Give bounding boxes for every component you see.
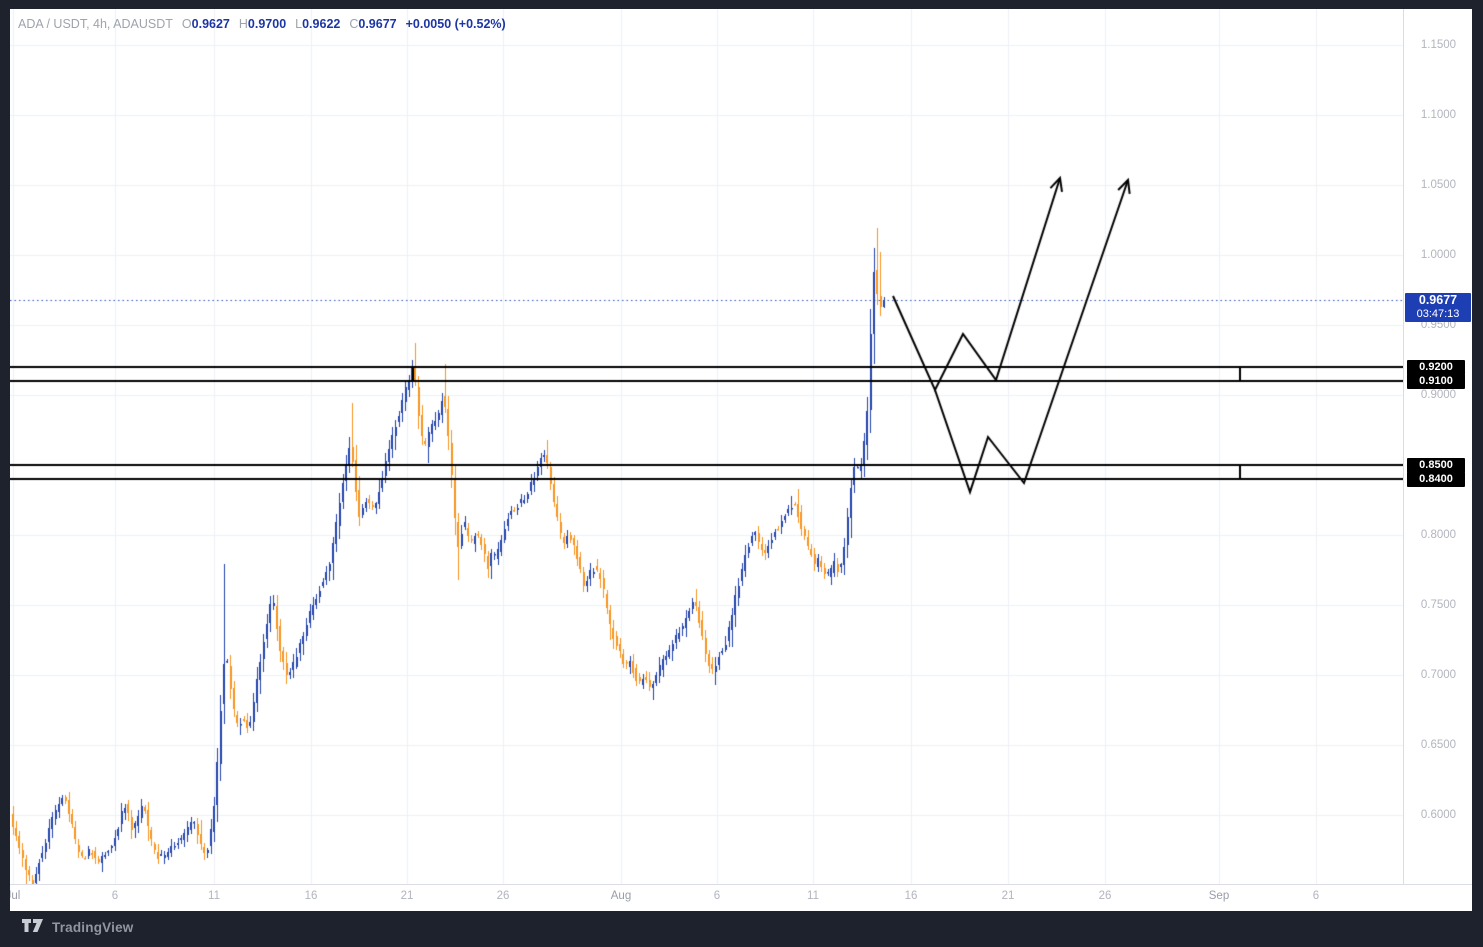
open-value: 0.9627 [191, 17, 230, 31]
close-value: 0.9677 [358, 17, 397, 31]
price-tick-label: 1.1000 [1420, 109, 1457, 121]
time-tick-label: 6 [111, 890, 119, 902]
price-axis[interactable]: 0.6000 0.6500 0.7000 0.7500 0.8000 0.8500 0.90… [1403, 9, 1472, 884]
price-tick-label: 0.8000 [1420, 529, 1457, 541]
price-chart-canvas[interactable] [10, 9, 1403, 884]
current-price-label: 0.9677 03:47:13 [1405, 293, 1471, 323]
symbol-title[interactable]: ADA / USDT, 4h, ADAUSDT [18, 17, 173, 31]
level-label-0-8400: 0.8400 [1407, 471, 1465, 487]
low-value: 0.9622 [302, 17, 341, 31]
level-label-0-8500: 0.8500 [1407, 457, 1465, 473]
close-label: C [349, 17, 359, 31]
brand-text: TradingView [52, 919, 134, 935]
tradingview-logo-icon [22, 919, 43, 932]
low-label: L [295, 17, 303, 31]
price-tick-label: 0.6500 [1420, 739, 1457, 751]
chart-surface: ADA / USDT, 4h, ADAUSDT O0.9627 H0.9700 L0.… [10, 9, 1472, 911]
price-tick-label: 0.6000 [1420, 809, 1457, 821]
level-label-0-9100: 0.9100 [1407, 373, 1465, 389]
high-value: 0.9700 [247, 17, 287, 31]
time-tick-label: 6 [713, 890, 721, 902]
time-tick-label: 26 [1098, 890, 1112, 902]
time-tick-label: Sep [1208, 890, 1230, 902]
time-tick-label: 11 [807, 890, 819, 902]
time-tick-label: 16 [904, 890, 918, 902]
time-tick-label: 11 [208, 890, 220, 902]
open-label: O [181, 17, 192, 31]
footer-bar: TradingView [0, 911, 1483, 947]
price-tick-label: 1.0000 [1420, 249, 1457, 261]
price-tick-label: 0.9000 [1420, 389, 1457, 401]
price-tick-label: 1.1500 [1420, 39, 1457, 51]
change-value: +0.0050 (+0.52%) [405, 17, 506, 31]
time-tick-label: 6 [1312, 890, 1320, 902]
time-axis[interactable]: Jul 6 11 16 21 26 Aug 6 11 16 21 26 Sep 6 [10, 884, 1472, 911]
time-tick-label: 26 [496, 890, 510, 902]
time-tick-label: 21 [400, 890, 414, 902]
price-tick-label: 1.0500 [1420, 179, 1457, 191]
price-tick-label: 0.7000 [1420, 669, 1457, 681]
current-price-value: 0.9677 [1418, 293, 1458, 308]
bar-countdown: 03:47:13 [1416, 308, 1460, 321]
time-tick-label: Aug [610, 890, 632, 902]
time-tick-label: 16 [304, 890, 318, 902]
time-tick-label: 21 [1001, 890, 1015, 902]
time-tick-label: Jul [10, 890, 21, 902]
price-tick-label: 0.7500 [1420, 599, 1457, 611]
symbol-legend: ADA / USDT, 4h, ADAUSDT O0.9627 H0.9700 L0.… [18, 17, 506, 37]
tradingview-logo[interactable]: TradingView [22, 919, 133, 935]
level-label-0-9200: 0.9200 [1407, 359, 1465, 375]
high-label: H [238, 17, 248, 31]
